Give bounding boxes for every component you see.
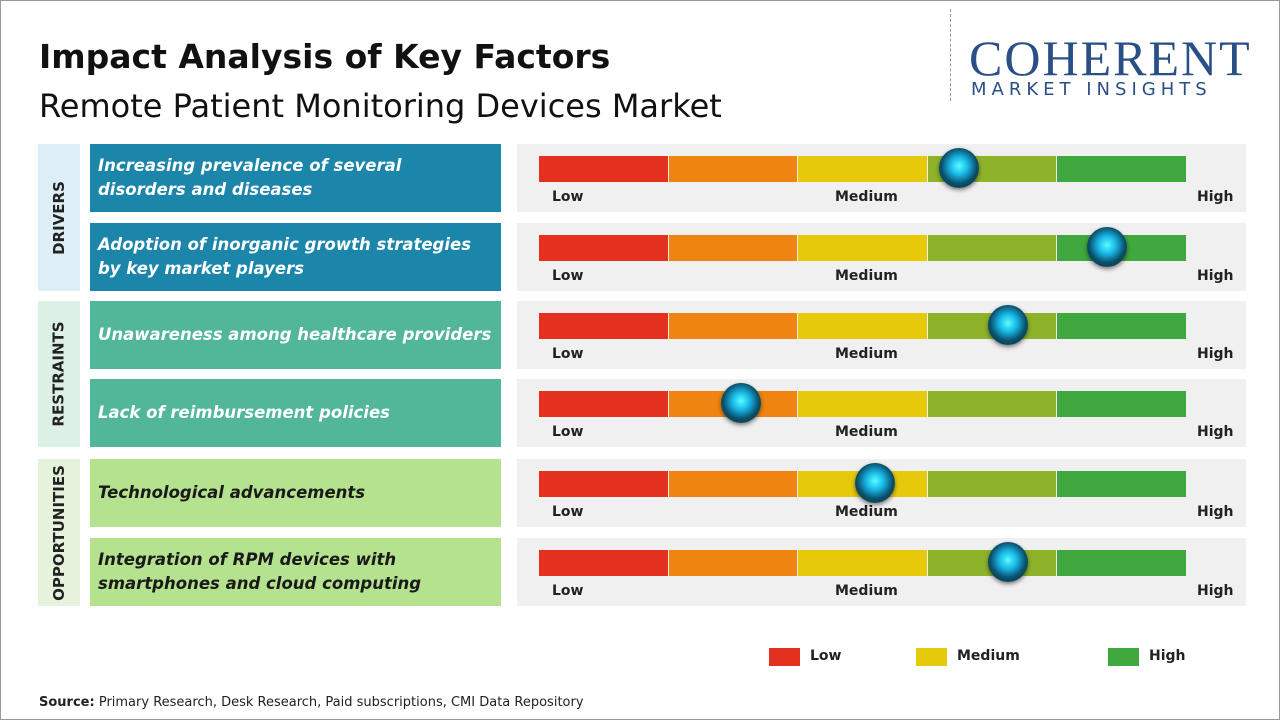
source-text: Primary Research, Desk Research, Paid su… xyxy=(98,695,584,710)
group-name: OPPORTUNITIES xyxy=(50,464,68,601)
group-name: RESTRAINTS xyxy=(50,321,69,427)
gauge: Low Medium High xyxy=(517,459,1246,527)
factor-text: Technological advancements xyxy=(90,459,501,527)
group-name: DRIVERS xyxy=(50,180,69,255)
scale-low: Low xyxy=(552,424,584,440)
scale-high: High xyxy=(1197,346,1234,362)
gauge-segment xyxy=(539,550,668,576)
legend-label: Low xyxy=(810,648,842,664)
factor-text: Integration of RPM devices with smartpho… xyxy=(90,538,501,606)
scale-medium: Medium xyxy=(835,346,898,362)
gauge-segment xyxy=(927,391,1057,417)
scale-high: High xyxy=(1197,189,1234,205)
subtitle: Remote Patient Monitoring Devices Market xyxy=(39,87,722,125)
gauge: Low Medium High xyxy=(517,538,1246,606)
scale-low: Low xyxy=(552,504,584,520)
logo-name: COHERENT xyxy=(969,30,1252,86)
scale-low: Low xyxy=(552,268,584,284)
factor-text: Adoption of inorganic growth strategies … xyxy=(90,223,501,291)
separator xyxy=(950,9,951,101)
group-label: RESTRAINTS xyxy=(38,301,80,447)
gauge: Low Medium High xyxy=(517,144,1246,212)
gauge-segment xyxy=(668,550,798,576)
scale-medium: Medium xyxy=(835,268,898,284)
group-label: DRIVERS xyxy=(38,144,80,291)
gauge-segment xyxy=(539,235,668,261)
gauge-segment xyxy=(1057,156,1186,182)
gauge-segment xyxy=(1057,391,1186,417)
legend-swatch xyxy=(769,648,800,666)
factor-text: Unawareness among healthcare providers xyxy=(90,301,501,369)
title: Impact Analysis of Key Factors xyxy=(39,37,611,76)
scale-low: Low xyxy=(552,583,584,599)
scale-high: High xyxy=(1197,504,1234,520)
gauge-segment xyxy=(668,471,798,497)
factor-text: Lack of reimbursement policies xyxy=(90,379,501,447)
scale-medium: Medium xyxy=(835,583,898,599)
scale-medium: Medium xyxy=(835,189,898,205)
legend-label: Medium xyxy=(957,648,1020,664)
impact-knob xyxy=(988,305,1029,345)
logo-tagline: MARKET INSIGHTS xyxy=(971,79,1212,100)
impact-knob xyxy=(938,148,979,188)
scale-low: Low xyxy=(552,189,584,205)
source-label: Source: xyxy=(39,695,95,710)
scale-low: Low xyxy=(552,346,584,362)
gauge-segment xyxy=(1057,471,1186,497)
gauge-segment xyxy=(1057,313,1186,339)
gauge-segment xyxy=(668,156,798,182)
gauge-segment xyxy=(668,313,798,339)
legend-swatch xyxy=(916,648,947,666)
scale-high: High xyxy=(1197,268,1234,284)
scale-high: High xyxy=(1197,583,1234,599)
gauge-segment xyxy=(668,235,798,261)
group-label: OPPORTUNITIES xyxy=(38,459,80,606)
factor-text: Increasing prevalence of several disorde… xyxy=(90,144,501,212)
impact-knob xyxy=(1086,227,1127,267)
gauge-segment xyxy=(798,156,927,182)
gauge-segment xyxy=(798,391,927,417)
impact-knob xyxy=(854,463,895,503)
scale-high: High xyxy=(1197,424,1234,440)
gauge-segment xyxy=(539,391,668,417)
scale-medium: Medium xyxy=(835,504,898,520)
gauge: Low Medium High xyxy=(517,223,1246,291)
legend-swatch xyxy=(1108,648,1139,666)
gauge-segment xyxy=(927,471,1057,497)
gauge-segment xyxy=(798,550,927,576)
gauge-segment xyxy=(539,313,668,339)
source: Source: Primary Research, Desk Research,… xyxy=(39,695,584,710)
gauge-segment xyxy=(539,471,668,497)
gauge: Low Medium High xyxy=(517,301,1246,369)
gauge-segment xyxy=(539,156,668,182)
impact-knob xyxy=(721,383,762,423)
scale-medium: Medium xyxy=(835,424,898,440)
impact-knob xyxy=(988,542,1029,582)
gauge: Low Medium High xyxy=(517,379,1246,447)
legend-label: High xyxy=(1149,648,1186,664)
gauge-segment xyxy=(798,313,927,339)
gauge-segment xyxy=(798,235,927,261)
gauge-segment xyxy=(927,235,1057,261)
gauge-segment xyxy=(1057,550,1186,576)
